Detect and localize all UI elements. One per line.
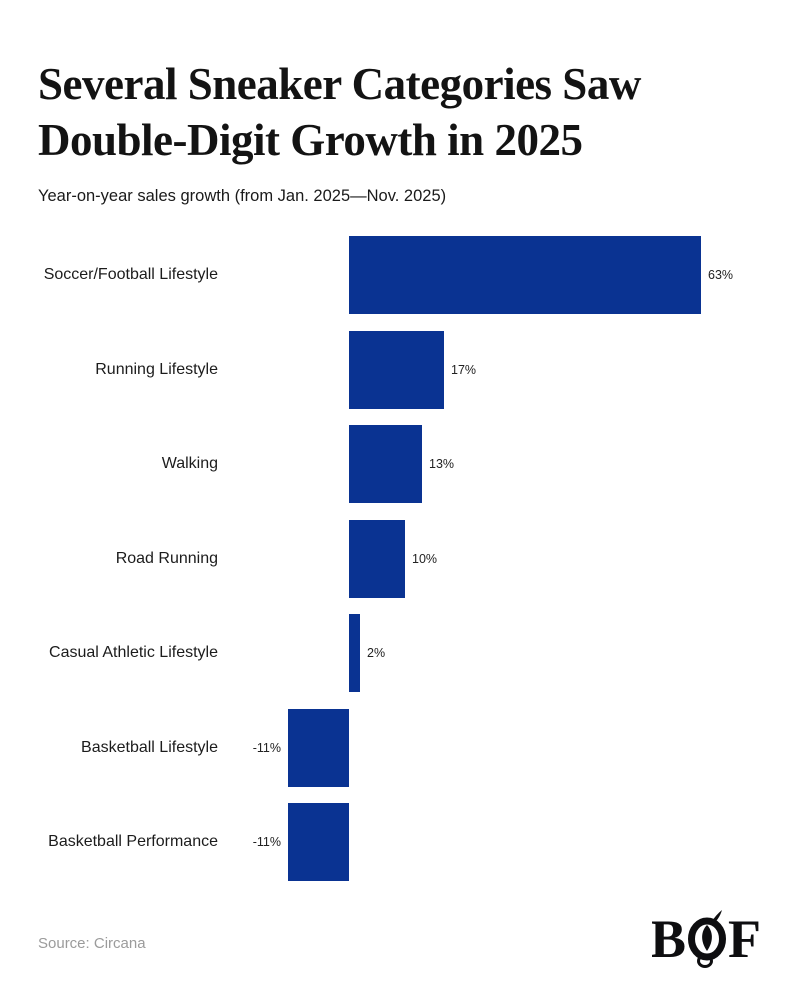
bar [288, 803, 349, 881]
category-label: Casual Athletic Lifestyle [49, 644, 218, 661]
value-label: -11% [252, 835, 281, 849]
value-label: 17% [451, 363, 477, 377]
bar [349, 425, 422, 503]
source-credit: Source: Circana [38, 935, 146, 952]
bof-logo: B F [652, 910, 761, 969]
value-label: 13% [429, 457, 455, 471]
category-label: Walking [161, 455, 218, 472]
bar [349, 331, 444, 409]
bof-logo-ornamental-o [688, 910, 726, 968]
category-label: Basketball Lifestyle [81, 739, 218, 756]
category-label: Running Lifestyle [95, 361, 218, 378]
category-label: Basketball Performance [48, 833, 218, 850]
bar [349, 520, 405, 598]
bar [288, 709, 349, 787]
bar [349, 614, 360, 692]
bof-logo-letter-b: B [652, 910, 686, 969]
value-label: 10% [412, 552, 438, 566]
value-label: -11% [252, 741, 281, 755]
bar [349, 236, 701, 314]
category-label: Road Running [115, 550, 218, 567]
category-label: Soccer/Football Lifestyle [43, 266, 218, 283]
chart-title-line2: Double-Digit Growth in 2025 [38, 115, 583, 165]
chart-title-line1: Several Sneaker Categories Saw [38, 59, 641, 109]
value-label: 2% [367, 646, 386, 660]
chart-subtitle: Year-on-year sales growth (from Jan. 202… [38, 187, 447, 205]
bof-logo-letter-f: F [728, 910, 761, 969]
chart-title: Several Sneaker Categories Saw Double-Di… [38, 56, 778, 168]
value-label: 63% [708, 268, 734, 282]
